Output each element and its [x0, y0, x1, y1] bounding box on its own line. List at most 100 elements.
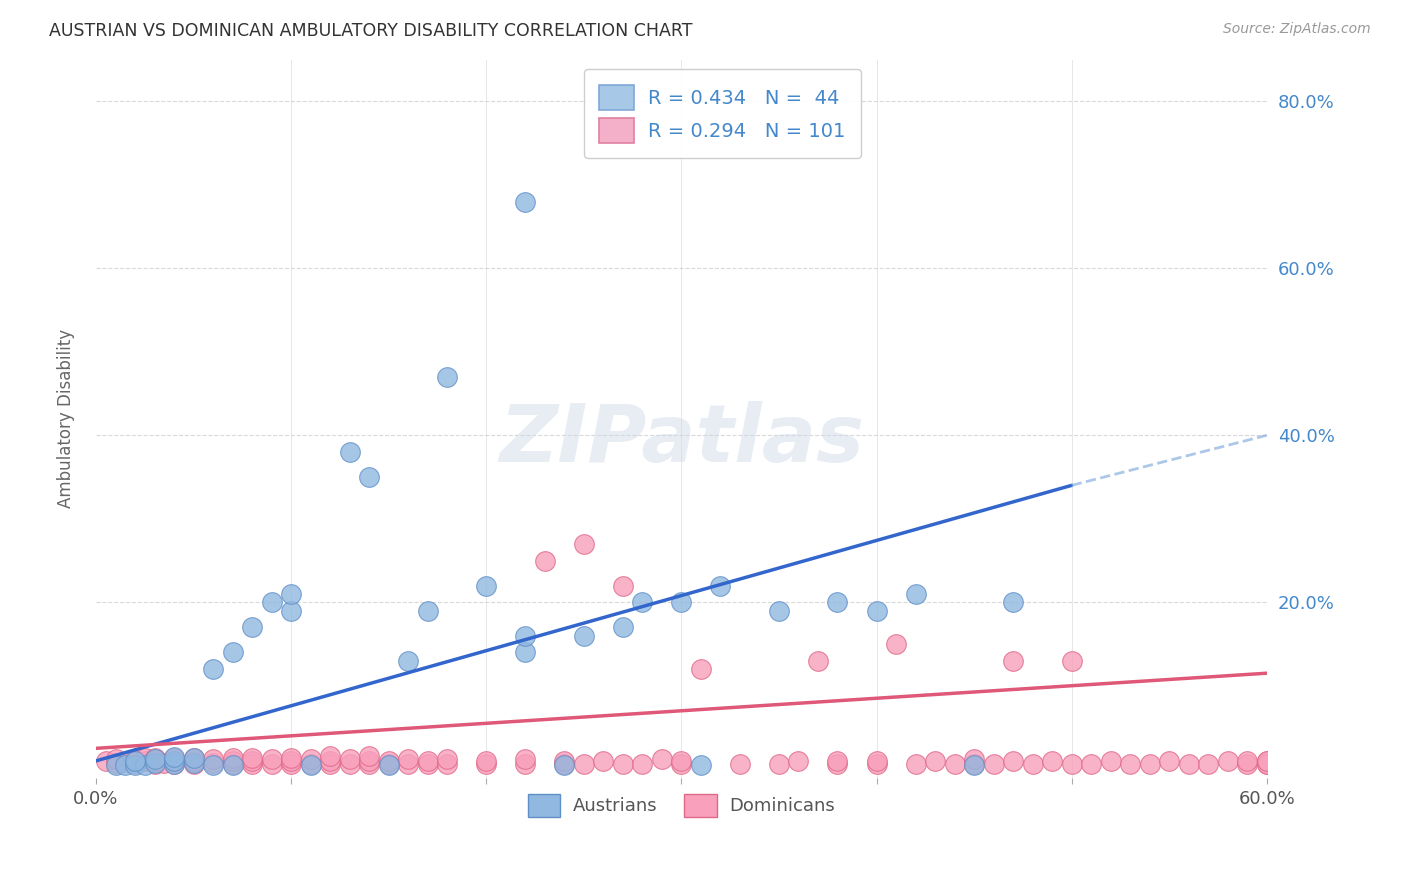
Point [240, 750, 263, 764]
Point [1177, 757, 1199, 772]
Point [1060, 757, 1083, 772]
Point [904, 757, 927, 772]
Point [163, 757, 186, 772]
Point [280, 604, 302, 618]
Point [553, 758, 575, 772]
Point [319, 748, 342, 763]
Point [1119, 757, 1142, 772]
Point [319, 757, 342, 772]
Point [515, 757, 537, 772]
Point [865, 757, 887, 772]
Point [221, 645, 243, 659]
Point [143, 754, 166, 768]
Point [1256, 754, 1278, 768]
Point [1256, 757, 1278, 772]
Point [183, 750, 205, 764]
Point [1236, 754, 1258, 768]
Point [396, 757, 419, 772]
Point [475, 757, 498, 772]
Point [114, 758, 136, 772]
Point [572, 629, 595, 643]
Point [865, 754, 887, 768]
Point [651, 752, 673, 766]
Point [671, 757, 693, 772]
Point [1021, 757, 1043, 772]
Point [221, 750, 243, 764]
Point [104, 758, 127, 772]
Point [553, 754, 575, 768]
Point [475, 754, 498, 768]
Point [884, 637, 907, 651]
Point [709, 578, 731, 592]
Point [240, 620, 263, 634]
Point [943, 757, 966, 772]
Point [163, 749, 186, 764]
Point [533, 553, 555, 567]
Point [631, 595, 654, 609]
Text: ZIPatlas: ZIPatlas [499, 401, 863, 479]
Point [163, 750, 186, 764]
Point [221, 758, 243, 772]
Point [163, 754, 186, 768]
Point [612, 620, 634, 634]
Point [515, 194, 537, 209]
Point [728, 757, 751, 772]
Point [202, 662, 225, 676]
Point [416, 757, 439, 772]
Point [787, 754, 810, 768]
Point [377, 758, 399, 772]
Point [104, 752, 127, 766]
Point [631, 757, 654, 772]
Point [183, 750, 205, 764]
Point [827, 595, 849, 609]
Point [436, 757, 458, 772]
Point [1216, 754, 1239, 768]
Point [260, 757, 283, 772]
Point [436, 369, 458, 384]
Text: Source: ZipAtlas.com: Source: ZipAtlas.com [1223, 22, 1371, 37]
Point [359, 748, 381, 763]
Point [827, 754, 849, 768]
Point [592, 754, 614, 768]
Point [280, 754, 302, 768]
Point [768, 757, 790, 772]
Point [827, 757, 849, 772]
Point [1002, 595, 1025, 609]
Point [359, 470, 381, 484]
Point [143, 757, 166, 772]
Point [690, 758, 713, 772]
Point [221, 754, 243, 768]
Point [143, 750, 166, 764]
Point [299, 757, 322, 772]
Point [396, 752, 419, 766]
Point [983, 757, 1005, 772]
Point [1159, 754, 1181, 768]
Point [1256, 754, 1278, 768]
Point [416, 604, 439, 618]
Point [339, 752, 361, 766]
Point [280, 750, 302, 764]
Point [124, 758, 146, 772]
Point [260, 595, 283, 609]
Point [612, 757, 634, 772]
Point [104, 756, 127, 770]
Point [240, 754, 263, 768]
Point [553, 757, 575, 772]
Point [612, 578, 634, 592]
Point [807, 654, 830, 668]
Point [134, 750, 156, 764]
Point [299, 752, 322, 766]
Point [924, 754, 946, 768]
Point [377, 757, 399, 772]
Y-axis label: Ambulatory Disability: Ambulatory Disability [58, 329, 75, 508]
Point [1197, 757, 1219, 772]
Point [475, 578, 498, 592]
Point [240, 757, 263, 772]
Point [339, 445, 361, 459]
Point [359, 757, 381, 772]
Point [671, 754, 693, 768]
Point [221, 757, 243, 772]
Point [1040, 754, 1063, 768]
Point [163, 754, 186, 768]
Point [260, 752, 283, 766]
